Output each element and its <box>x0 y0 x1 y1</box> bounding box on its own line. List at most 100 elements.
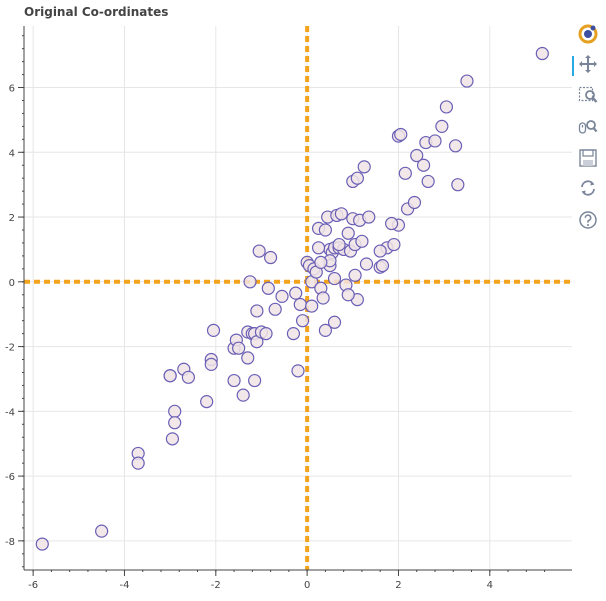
x-tick-label: 2 <box>395 580 401 591</box>
scatter-chart[interactable]: -6 -4 -2 0 2 4 -8 -6 -4 -2 0 2 4 6 <box>0 0 572 601</box>
scatter-point <box>357 160 371 174</box>
scatter-point <box>268 302 282 316</box>
scatter-point <box>373 244 387 258</box>
scatter-point <box>318 223 332 237</box>
y-tick-label: -6 <box>5 472 15 483</box>
scatter-point <box>460 74 474 88</box>
scatter-point <box>327 271 342 286</box>
scatter-point <box>439 100 454 114</box>
scatter-point <box>318 323 332 337</box>
y-tick-label: 2 <box>9 213 15 224</box>
active-tool-indicator <box>572 56 574 76</box>
y-tick-label: -2 <box>5 343 15 354</box>
x-tick-label: 4 <box>487 580 493 591</box>
scatter-point <box>232 341 246 355</box>
pan-tool-button[interactable] <box>572 52 602 76</box>
x-tick-label: -6 <box>28 580 38 591</box>
scatter-point <box>341 226 355 240</box>
scatter-point <box>293 297 307 312</box>
scatter-point <box>394 127 408 142</box>
y-tick-label: 4 <box>9 148 15 159</box>
scatter-point <box>334 207 348 221</box>
scatter-point <box>206 323 221 337</box>
scatter-point <box>259 327 273 341</box>
y-tick-label: -4 <box>5 407 15 418</box>
scatter-point <box>535 46 549 61</box>
scatter-point <box>295 314 310 328</box>
scatter-point <box>448 139 463 153</box>
scatter-point <box>311 241 326 255</box>
scatter-point <box>305 299 319 313</box>
y-axis: -8 -6 -4 -2 0 2 4 6 <box>5 26 25 570</box>
save-icon <box>579 149 597 167</box>
reset-tool-button[interactable] <box>574 176 602 200</box>
wheel-zoom-tool-button[interactable] <box>574 116 602 140</box>
scatter-point <box>168 416 182 430</box>
y-tick-label: -8 <box>5 537 15 548</box>
scatter-point <box>264 250 278 265</box>
scatter-point <box>316 291 330 305</box>
scatter-point <box>204 357 218 371</box>
scatter-point <box>248 373 262 388</box>
scatter-point <box>385 216 399 231</box>
scatter-point <box>165 432 180 446</box>
scatter-point <box>398 166 412 180</box>
scatter-point <box>200 395 214 409</box>
scatter-point <box>289 286 303 300</box>
scatter-point <box>451 178 465 192</box>
scatter-point <box>241 351 255 365</box>
scatter-point <box>375 259 390 273</box>
scatter-point <box>410 148 424 163</box>
scatter-point <box>131 456 145 470</box>
scatter-point <box>341 288 355 302</box>
scatter-point <box>35 537 49 551</box>
horizontal-gridlines <box>24 87 572 542</box>
pan-icon <box>579 55 597 73</box>
scatter-point <box>421 174 435 189</box>
bokeh-logo-icon[interactable] <box>574 22 602 46</box>
scatter-point <box>350 171 364 185</box>
scatter-point <box>387 237 401 252</box>
help-tool-button[interactable] <box>574 208 602 232</box>
scatter-point <box>348 268 362 282</box>
help-icon <box>579 211 597 229</box>
box-zoom-icon <box>578 86 598 103</box>
scatter-point <box>327 315 342 329</box>
y-tick-label: 6 <box>9 84 15 95</box>
scatter-points <box>35 46 549 551</box>
scatter-point <box>252 244 266 258</box>
scatter-point <box>286 327 301 341</box>
scatter-point <box>95 524 109 538</box>
x-axis: -6 -4 -2 0 2 4 <box>24 569 572 591</box>
y-tick-label: 0 <box>9 278 15 289</box>
scatter-point <box>428 134 442 148</box>
x-tick-label: -4 <box>119 580 129 591</box>
scatter-point <box>227 373 241 388</box>
reset-icon <box>581 180 595 196</box>
scatter-point <box>359 257 374 271</box>
scatter-point <box>236 388 250 402</box>
scatter-point <box>181 370 195 384</box>
scatter-point <box>332 237 346 252</box>
save-tool-button[interactable] <box>574 146 602 170</box>
scatter-point <box>355 234 369 248</box>
x-tick-label: -2 <box>211 580 221 591</box>
scatter-point <box>416 158 431 172</box>
chart-title: Original Co-ordinates <box>24 5 169 19</box>
reference-lines <box>24 26 572 570</box>
scatter-point <box>407 195 422 210</box>
wheel-zoom-icon <box>578 120 598 134</box>
scatter-point <box>435 119 449 133</box>
scatter-point <box>168 404 182 418</box>
scatter-point <box>314 255 328 269</box>
scatter-point <box>163 369 177 383</box>
scatter-point <box>261 281 275 295</box>
box-zoom-tool-button[interactable] <box>574 84 602 108</box>
x-tick-label: 0 <box>304 580 310 591</box>
scatter-point <box>250 304 264 318</box>
scatter-point <box>291 364 305 378</box>
chart-toolbar <box>572 22 604 262</box>
scatter-point <box>275 289 289 303</box>
scatter-point <box>362 210 376 224</box>
scatter-point <box>243 275 257 289</box>
